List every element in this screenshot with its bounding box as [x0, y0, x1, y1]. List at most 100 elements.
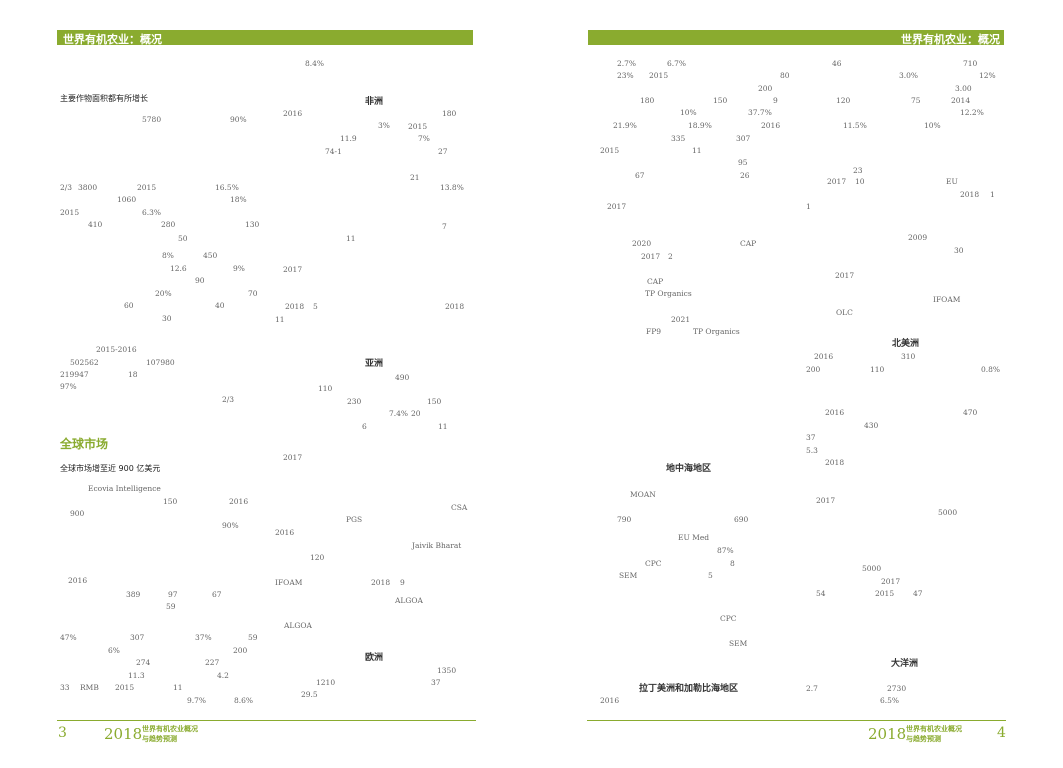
text-fragment: 40: [215, 301, 225, 310]
text-fragment: 90%: [230, 115, 247, 124]
text-fragment: 7%: [418, 134, 430, 143]
text-fragment: 310: [901, 352, 916, 361]
text-fragment: 2017: [283, 265, 303, 274]
text-fragment: 5.3: [806, 446, 818, 455]
text-fragment: 7: [442, 222, 447, 231]
text-fragment: 10%: [680, 108, 697, 117]
text-fragment: 27: [438, 147, 448, 156]
text-fragment: 11.5%: [843, 121, 867, 130]
text-fragment: 2015: [600, 146, 620, 155]
text-fragment: 2016: [761, 121, 781, 130]
text-fragment: 11: [275, 315, 285, 324]
text-fragment: 2015-2016: [96, 345, 137, 354]
text-fragment: OLC: [836, 308, 853, 317]
footer-title: 世界有机农业概况: [142, 724, 198, 733]
text-fragment: IFOAM: [275, 578, 303, 587]
text-fragment: 2018: [825, 458, 845, 467]
text-fragment: 2017: [607, 202, 627, 211]
text-fragment: 3.00: [955, 84, 972, 93]
text-fragment: 2017: [816, 496, 836, 505]
text-fragment: 150: [713, 96, 728, 105]
text-fragment: 5780: [142, 115, 162, 124]
text-fragment: 8: [730, 559, 735, 568]
text-fragment: MOAN: [630, 490, 656, 499]
text-fragment: 59: [248, 633, 258, 642]
text-fragment: 70: [248, 289, 258, 298]
text-fragment: 900: [70, 509, 85, 518]
text-fragment: 2014: [951, 96, 971, 105]
text-fragment: 2016: [814, 352, 834, 361]
text-fragment: 12.6: [170, 264, 187, 273]
text-fragment: 2: [668, 252, 673, 261]
footer-title: 与趋势预测: [906, 734, 941, 743]
text-fragment: ALGOA: [395, 596, 423, 605]
section-heading: 大洋洲: [891, 659, 919, 669]
text-fragment: 227: [205, 658, 220, 667]
footer-rule: [57, 720, 476, 721]
text-fragment: 200: [233, 646, 248, 655]
text-fragment: 80: [780, 71, 790, 80]
text-fragment: 110: [870, 365, 885, 374]
text-fragment: Jaivik Bharat: [412, 541, 462, 550]
text-fragment: 1: [806, 202, 811, 211]
text-fragment: 430: [864, 421, 879, 430]
text-fragment: 67: [212, 590, 222, 599]
text-fragment: 710: [963, 59, 978, 68]
text-fragment: 87%: [717, 546, 734, 555]
text-fragment: EU Med: [678, 533, 710, 542]
text-fragment: 23%: [617, 71, 634, 80]
text-fragment: CAP: [647, 277, 664, 286]
text-fragment: 335: [671, 134, 686, 143]
text-fragment: 2015: [649, 71, 669, 80]
text-fragment: ALGOA: [284, 621, 312, 630]
text-fragment: 2/3: [222, 395, 235, 404]
text-fragment: 5000: [938, 508, 958, 517]
text-fragment: 150: [163, 497, 178, 506]
text-fragment: 6: [362, 422, 367, 431]
text-fragment: 75: [911, 96, 921, 105]
text-fragment: 7.4%: [389, 409, 409, 418]
text-fragment: 6.5%: [880, 696, 900, 705]
text-fragment: 37.7%: [748, 108, 772, 117]
text-fragment: FP9: [646, 327, 662, 336]
text-fragment: 8.4%: [305, 59, 325, 68]
text-fragment: 2015: [408, 122, 428, 131]
text-fragment: 8.6%: [234, 696, 254, 705]
section-heading: 北美洲: [892, 339, 920, 349]
text-fragment: PGS: [346, 515, 363, 524]
text-fragment: 2017: [641, 252, 661, 261]
text-fragment: 30: [954, 246, 964, 255]
text-fragment: 230: [347, 397, 362, 406]
text-fragment: 9: [400, 578, 405, 587]
text-fragment: 2016: [283, 109, 303, 118]
text-fragment: 2016: [229, 497, 249, 506]
text-fragment: 74-1: [325, 147, 342, 156]
text-fragment: 47: [913, 589, 923, 598]
header-bar: 世界有机农业：概况: [588, 30, 1004, 46]
text-fragment: 2017: [827, 177, 847, 186]
text-fragment: 200: [758, 84, 773, 93]
text-fragment: Ecovia Intelligence: [88, 484, 161, 493]
text-fragment: 150: [427, 397, 442, 406]
text-fragment: 11: [346, 234, 356, 243]
text-fragment: 307: [130, 633, 145, 642]
text-fragment: 13.8%: [440, 183, 464, 192]
text-fragment: 21.9%: [613, 121, 637, 130]
text-fragment: 6.7%: [667, 59, 687, 68]
text-fragment: 280: [161, 220, 176, 229]
text-fragment: 470: [963, 408, 978, 417]
text-fragment: 2018: [960, 190, 980, 199]
text-fragment: 23: [853, 166, 863, 175]
text-fragment: 6.3%: [142, 208, 162, 217]
header-bar: 世界有机农业：概况: [57, 30, 473, 46]
text-fragment: TP Organics: [645, 289, 692, 298]
text-fragment: 2730: [887, 684, 907, 693]
footer-rule: [587, 720, 1006, 721]
text-fragment: 59: [166, 602, 176, 611]
text-fragment: 2015: [137, 183, 157, 192]
subheading: 主要作物面积都有所增长: [60, 94, 148, 103]
text-fragment: 274: [136, 658, 151, 667]
text-fragment: 2016: [68, 576, 88, 585]
text-fragment: 690: [734, 515, 749, 524]
text-fragment: 200: [806, 365, 821, 374]
